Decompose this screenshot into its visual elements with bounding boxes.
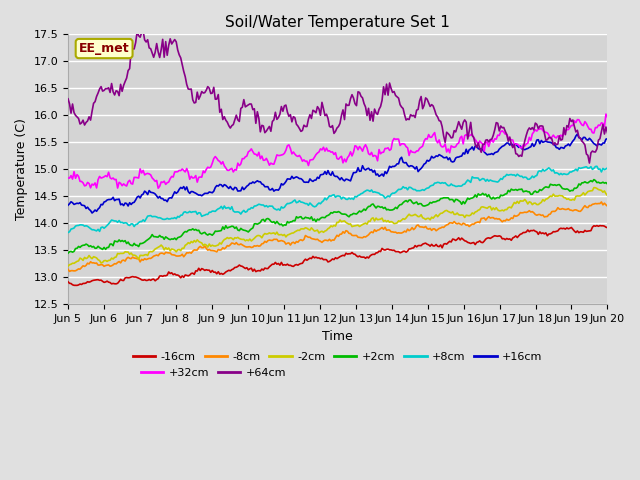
Text: EE_met: EE_met — [79, 42, 129, 55]
Legend: +32cm, +64cm: +32cm, +64cm — [136, 364, 291, 383]
Y-axis label: Temperature (C): Temperature (C) — [15, 118, 28, 220]
Title: Soil/Water Temperature Set 1: Soil/Water Temperature Set 1 — [225, 15, 450, 30]
X-axis label: Time: Time — [323, 329, 353, 343]
